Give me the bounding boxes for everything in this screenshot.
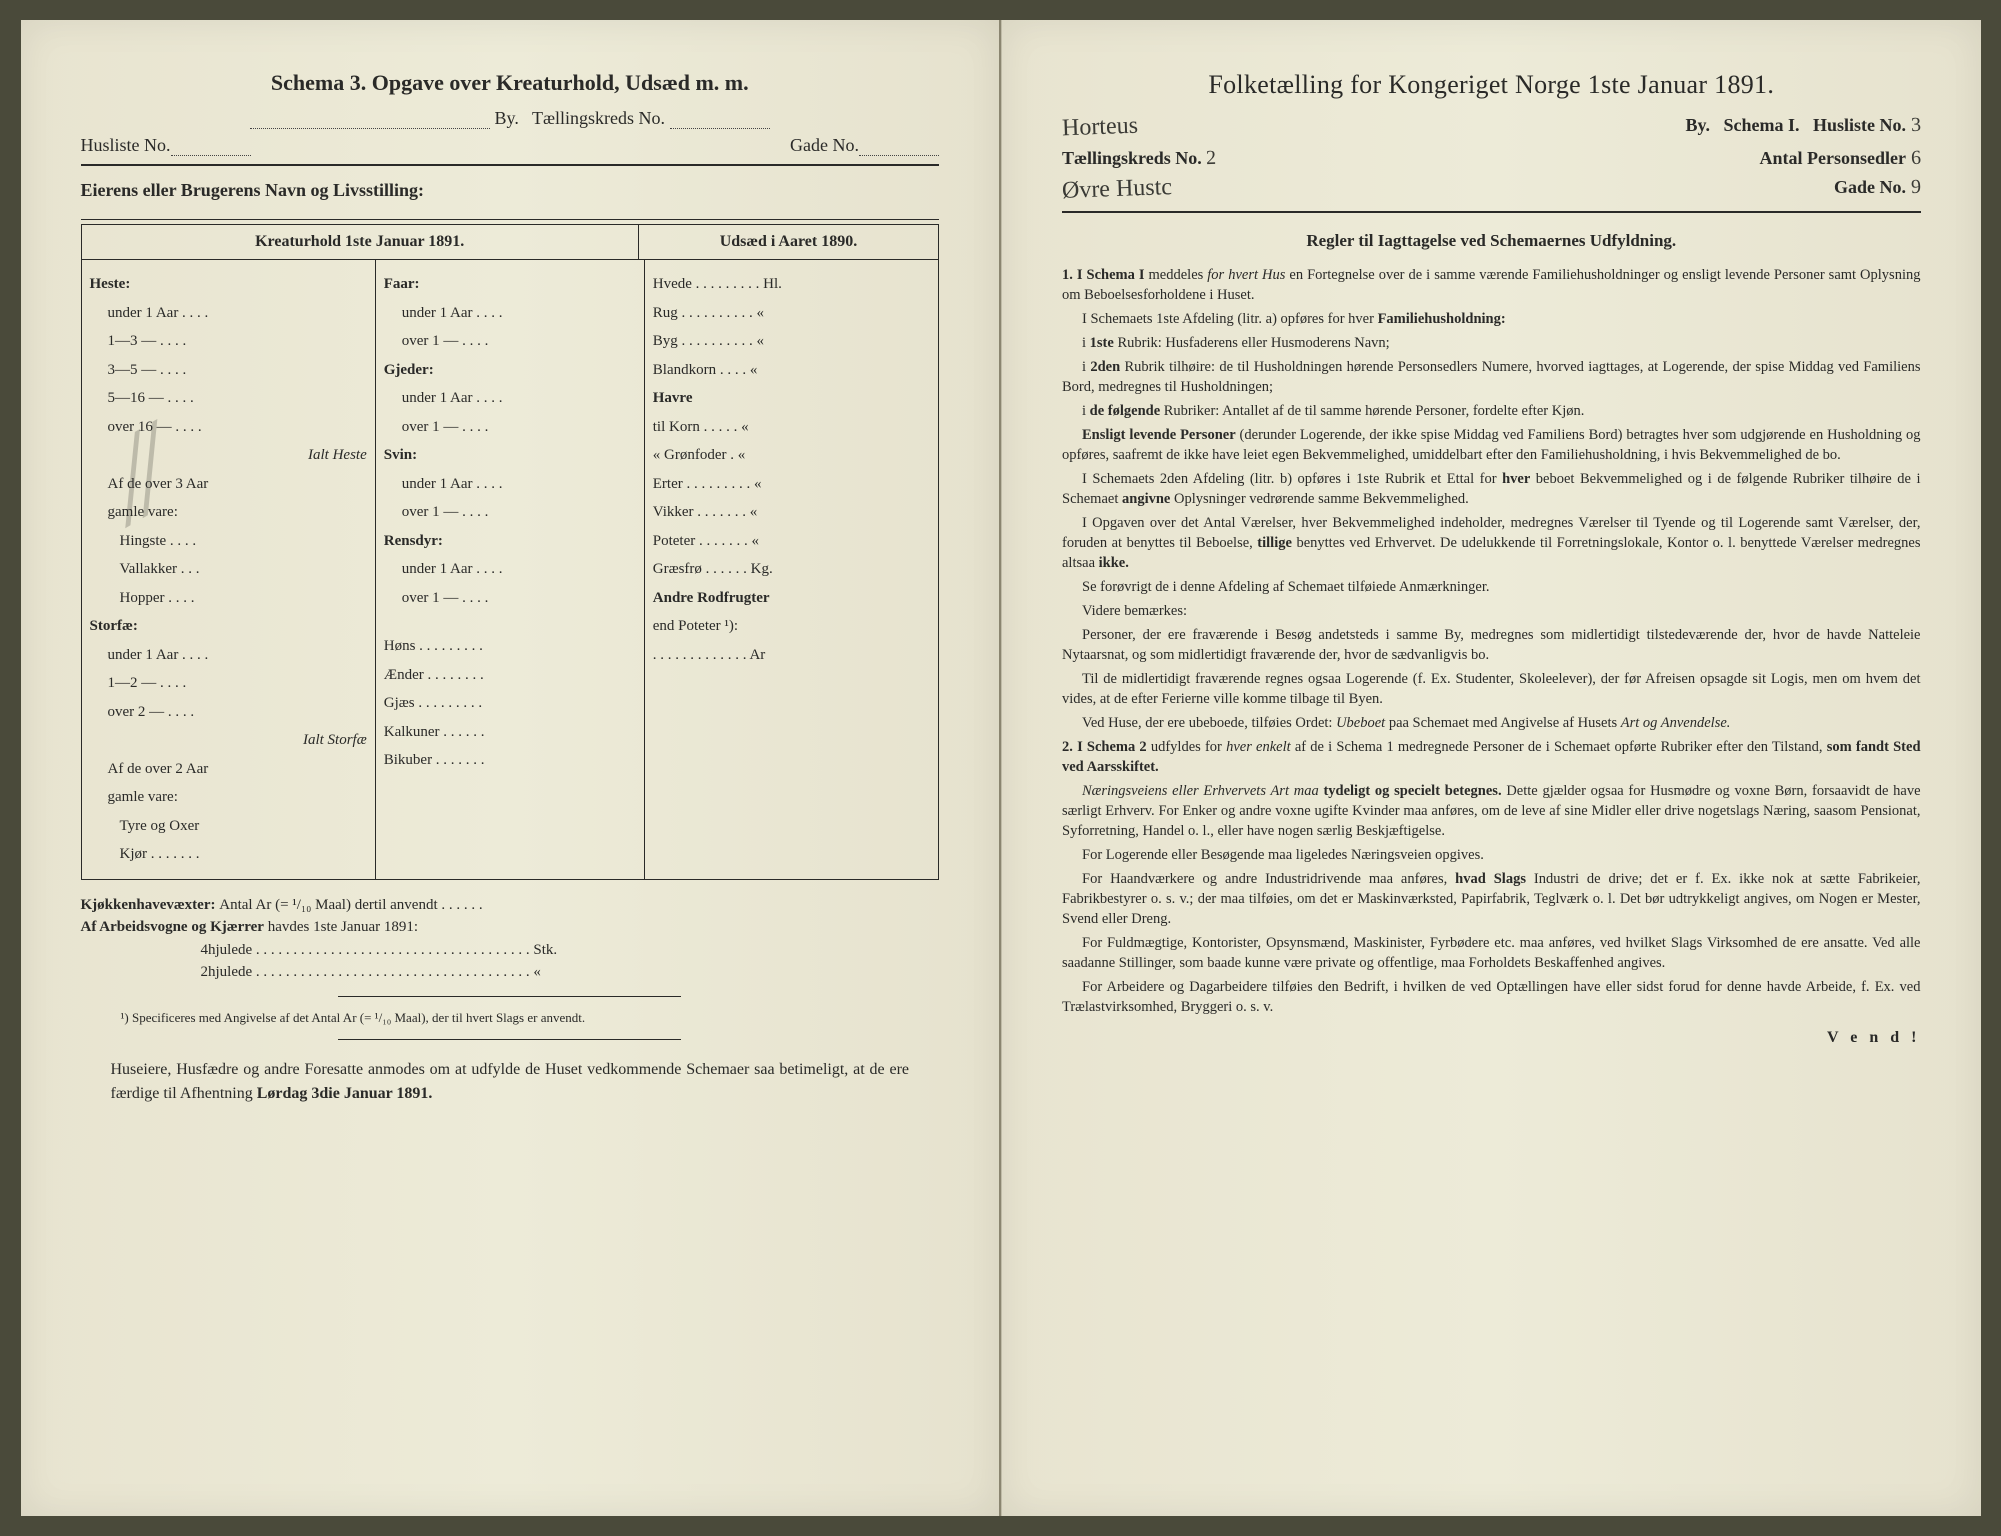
street-handwritten: Øvre Hustc: [1062, 174, 1173, 205]
right-page: Folketælling for Kongeriget Norge 1ste J…: [1001, 20, 1981, 1516]
husliste-line-left: Husliste No. Gade No.: [81, 135, 940, 156]
rules-title: Regler til Iagttagelse ved Schemaernes U…: [1062, 231, 1921, 251]
rule-paragraph: 1. I Schema I meddeles for hvert Hus en …: [1062, 265, 1921, 305]
col-faar-other: Faar: under 1 Aar . . . . over 1 — . . .…: [376, 260, 645, 879]
rule-paragraph: For Haandværkere og andre Industridriven…: [1062, 869, 1921, 929]
col-head-udsaed: Udsæd i Aaret 1890.: [639, 225, 938, 259]
vend-label: V e n d !: [1062, 1029, 1921, 1047]
rule-paragraph: i de følgende Rubriker: Antallet af de t…: [1062, 401, 1921, 421]
book-spread: Schema 3. Opgave over Kreaturhold, Udsæd…: [21, 20, 1981, 1516]
rules-body: 1. I Schema I meddeles for hvert Hus en …: [1062, 265, 1921, 1017]
closing-text: Huseiere, Husfædre og andre Foresatte an…: [111, 1058, 910, 1106]
rule-paragraph: Til de midlertidigt fraværende regnes og…: [1062, 669, 1921, 709]
right-line2: Tællingskreds No. 2 Antal Personsedler 6: [1062, 147, 1921, 170]
gade-val: 9: [1910, 176, 1921, 199]
rule-paragraph: I Schemaets 2den Afdeling (litr. b) opfø…: [1062, 469, 1921, 509]
rule-paragraph: Se forøvrigt de i denne Afdeling af Sche…: [1062, 577, 1921, 597]
rule-paragraph: For Fuldmægtige, Kontorister, Opsynsmænd…: [1062, 933, 1921, 973]
bottom-notes: Kjøkkenhavevæxter: Antal Ar (= ¹/₁₀ Maal…: [81, 894, 940, 984]
rule-paragraph: i 2den Rubrik tilhøire: de til Husholdni…: [1062, 357, 1921, 397]
by-line-left: By. Tællingskreds No.: [81, 108, 940, 129]
rule-paragraph: For Arbeidere og Dagarbeidere tilføies d…: [1062, 977, 1921, 1017]
left-page: Schema 3. Opgave over Kreaturhold, Udsæd…: [21, 20, 1002, 1516]
footnote: ¹) Specificeres med Angivelse af det Ant…: [121, 1009, 900, 1027]
antal-val: 6: [1910, 147, 1921, 170]
husliste-val: 3: [1910, 114, 1921, 137]
col-head-kreatur: Kreaturhold 1ste Januar 1891.: [82, 225, 639, 259]
right-line3: Øvre Hustc Gade No. 9: [1062, 176, 1921, 203]
rule-paragraph: Ensligt levende Personer (derunder Loger…: [1062, 425, 1921, 465]
rule-paragraph: Næringsveiens eller Erhvervets Art maa t…: [1062, 781, 1921, 841]
rule-paragraph: Personer, der ere fraværende i Besøg and…: [1062, 625, 1921, 665]
rule-paragraph: i 1ste Rubrik: Husfaderens eller Husmode…: [1062, 333, 1921, 353]
schema3-title: Schema 3. Opgave over Kreaturhold, Udsæd…: [81, 70, 940, 96]
col-udsaed: Hvede . . . . . . . . . Hl. Rug . . . . …: [645, 260, 938, 879]
city-handwritten: Horteus: [1062, 113, 1139, 143]
census-title: Folketælling for Kongeriget Norge 1ste J…: [1062, 70, 1921, 100]
rule-paragraph: 2. I Schema 2 udfyldes for hver enkelt a…: [1062, 737, 1921, 777]
kreatur-table: Kreaturhold 1ste Januar 1891. Udsæd i Aa…: [81, 224, 940, 880]
tkreds-val: 2: [1206, 147, 1217, 170]
owner-label: Eierens eller Brugerens Navn og Livsstil…: [81, 180, 940, 201]
rule-paragraph: I Opgaven over det Antal Værelser, hver …: [1062, 513, 1921, 573]
right-line1: Horteus By. Schema I. Husliste No. 3: [1062, 114, 1921, 141]
rule-paragraph: Ved Huse, der ere ubeboede, tilføies Ord…: [1062, 713, 1921, 733]
rule-paragraph: I Schemaets 1ste Afdeling (litr. a) opfø…: [1062, 309, 1921, 329]
rule-paragraph: Videre bemærkes:: [1062, 601, 1921, 621]
col-heste-storfae: Heste: under 1 Aar . . . . 1—3 — . . . .…: [82, 260, 376, 879]
rule-paragraph: For Logerende eller Besøgende maa ligele…: [1062, 845, 1921, 865]
